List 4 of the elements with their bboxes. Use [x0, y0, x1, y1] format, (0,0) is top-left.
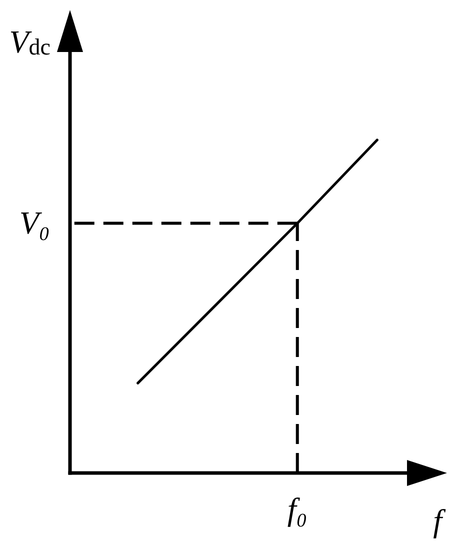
x-axis-title: f: [433, 502, 446, 538]
ref-line-label: V₀: [19, 204, 50, 240]
text: f₀: [287, 491, 308, 527]
y-axis-title: V$_{dc}$: [9, 24, 50, 60]
